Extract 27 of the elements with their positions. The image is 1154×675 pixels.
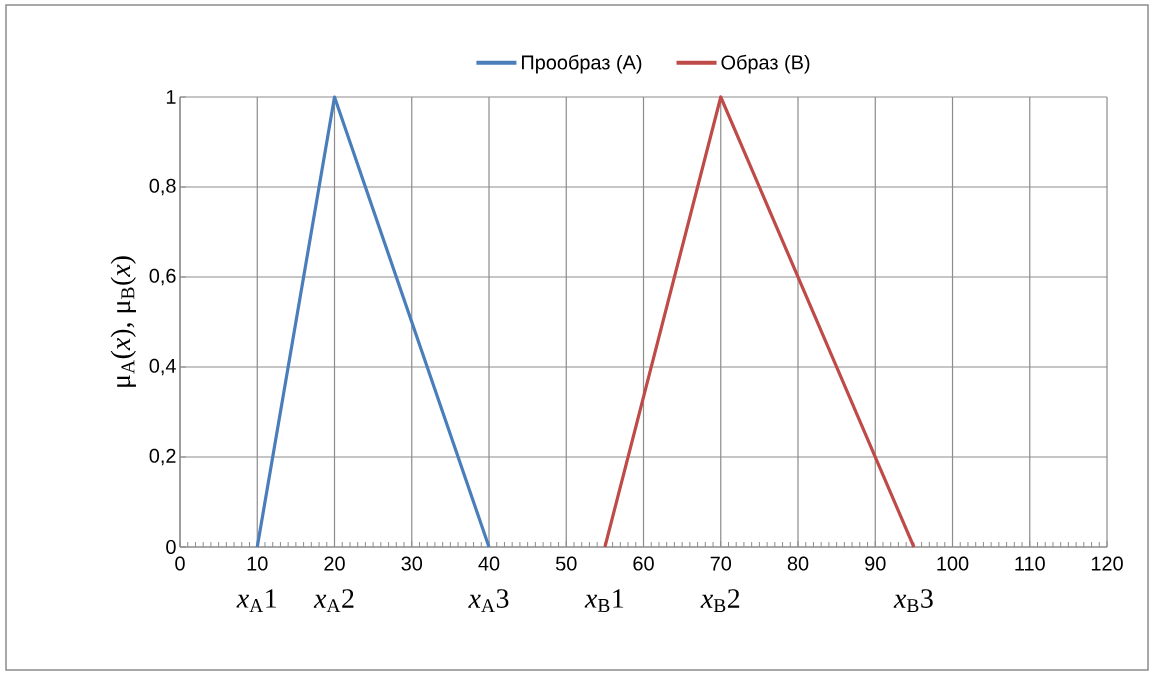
legend-label: Образ (B) bbox=[721, 54, 810, 74]
x-tick-label: 100 bbox=[937, 556, 969, 571]
text: x$_{B}$1 bbox=[584, 589, 624, 612]
x-tick-label: 20 bbox=[324, 556, 345, 571]
text: x$_{A}$2 bbox=[313, 589, 354, 613]
y-tick-label: 0 bbox=[166, 539, 176, 555]
x-tick-label: 50 bbox=[555, 556, 577, 571]
y-tick-label: 0,2 bbox=[149, 448, 176, 466]
text: x$_{B}$2 bbox=[700, 589, 740, 612]
text: μ$_{A}$(x), μ$_{B}$(x) bbox=[110, 256, 136, 387]
y-tick-label: 1 bbox=[166, 90, 176, 104]
y-tick-label: 0,4 bbox=[149, 358, 176, 376]
x-tick-label: 90 bbox=[865, 556, 886, 571]
x-tick-label: 120 bbox=[1091, 556, 1123, 571]
text: x$_{A}$1 bbox=[236, 589, 277, 612]
x-tick-label: 40 bbox=[478, 556, 500, 571]
text: x$_{B}$3 bbox=[893, 589, 933, 612]
x-tick-label: 30 bbox=[401, 556, 423, 571]
x-tick-label: 10 bbox=[247, 556, 268, 571]
text: x$_{A}$3 bbox=[468, 589, 509, 613]
y-tick-label: 0,6 bbox=[149, 268, 176, 286]
y-tick-label: 0,8 bbox=[149, 178, 176, 196]
x-tick-label: 110 bbox=[1015, 556, 1045, 571]
x-tick-label: 70 bbox=[710, 556, 732, 571]
x-tick-label: 60 bbox=[633, 556, 654, 571]
legend-label: Прообраз (A) bbox=[522, 54, 642, 74]
x-tick-label: 80 bbox=[787, 556, 809, 571]
